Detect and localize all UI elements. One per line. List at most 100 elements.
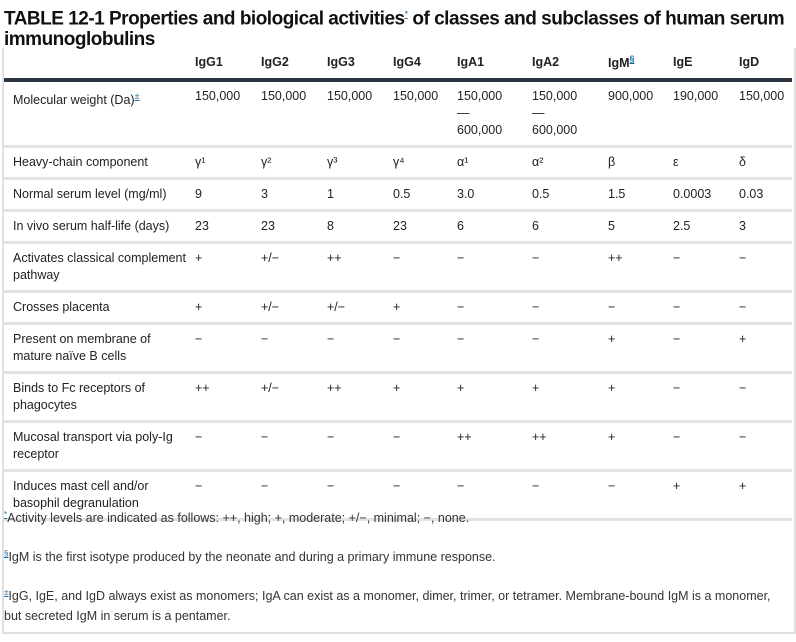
footnote-marker[interactable]: § bbox=[4, 549, 9, 559]
table-cell: − bbox=[532, 332, 540, 347]
footnote-marker[interactable]: * bbox=[4, 510, 8, 519]
table-cell: 0.5 bbox=[532, 187, 550, 202]
row-label-text: In vivo serum half-life (days) bbox=[13, 219, 170, 234]
table-cell: ++ bbox=[457, 430, 472, 445]
row-label: Activates classical complement pathway bbox=[4, 243, 195, 292]
row-label-text: Molecular weight (Da) bbox=[13, 93, 135, 108]
row-label: Normal serum level (mg/ml) bbox=[4, 179, 195, 211]
table-cell: + bbox=[739, 332, 747, 347]
table-cell: α² bbox=[532, 155, 544, 170]
table-cell: +/− bbox=[261, 251, 280, 266]
table-cell: − bbox=[739, 251, 747, 266]
table-cell: − bbox=[457, 300, 465, 315]
table-cell: ε bbox=[673, 155, 679, 170]
table-cell: 150,000 bbox=[739, 89, 785, 104]
table-title: TABLE 12-1 Properties and biological act… bbox=[4, 2, 796, 50]
table-cell: − bbox=[673, 430, 681, 445]
column-label: IgA1 bbox=[457, 55, 485, 70]
table-row: Normal serum level (mg/ml) 9 3 1 0.5 3.0 0.5 1.… bbox=[4, 179, 792, 211]
table-cell: + bbox=[532, 381, 540, 396]
table-cell: +/− bbox=[261, 300, 280, 315]
table-cell: 150,000 — 600,000 bbox=[532, 89, 578, 138]
table-cell: 2.5 bbox=[673, 219, 691, 234]
table-cell: γ² bbox=[261, 155, 272, 170]
table-cell: 150,000 bbox=[195, 89, 241, 104]
row-label: Induces mast cell and/or basophil degran… bbox=[4, 471, 195, 520]
footnote-marker[interactable]: ± bbox=[4, 588, 9, 598]
row-label-text: Induces mast cell and/or basophil degran… bbox=[13, 479, 149, 511]
footnote: *Activity levels are indicated as follow… bbox=[4, 505, 790, 528]
table-cell: 6 bbox=[532, 219, 539, 234]
table-cell: + bbox=[673, 479, 681, 494]
table-cell: +/− bbox=[327, 300, 346, 315]
table-row: Activates classical complement pathway + +… bbox=[4, 243, 792, 292]
row-label-text: Present on membrane of mature naïve B ce… bbox=[13, 332, 151, 364]
table-cell: + bbox=[195, 251, 203, 266]
table-cell: − bbox=[673, 332, 681, 347]
table-cell: 9 bbox=[195, 187, 202, 202]
column-label: IgG3 bbox=[327, 55, 355, 70]
footnotes: *Activity levels are indicated as follow… bbox=[4, 505, 790, 642]
table-cell: α¹ bbox=[457, 155, 469, 170]
table-cell: + bbox=[608, 332, 616, 347]
row-label-text: Normal serum level (mg/ml) bbox=[13, 187, 167, 202]
column-label: IgA2 bbox=[532, 55, 560, 70]
table-cell: 0.0003 bbox=[673, 187, 712, 202]
column-header-igg4: IgG4 bbox=[393, 48, 457, 80]
table-cell: ++ bbox=[608, 251, 623, 266]
title-text-rest: of classes and subclasses of human serum… bbox=[4, 8, 785, 51]
table-cell: 5 bbox=[608, 219, 615, 234]
header-blank bbox=[4, 48, 195, 80]
table-cell: γ⁴ bbox=[393, 155, 405, 170]
row-label: Present on membrane of mature naïve B ce… bbox=[4, 324, 195, 373]
table-cell: ++ bbox=[195, 381, 210, 396]
table-cell: + bbox=[608, 381, 616, 396]
table-cell: − bbox=[261, 332, 269, 347]
table-row: Heavy-chain component γ¹ γ² γ³ γ⁴ α¹ α² β ε δ bbox=[4, 147, 792, 179]
table-cell: − bbox=[393, 332, 401, 347]
row-label-text: Activates classical complement pathway bbox=[13, 251, 186, 283]
footnote-text: IgM is the first isotype produced by the… bbox=[8, 550, 496, 565]
table-cell: − bbox=[327, 479, 335, 494]
table-cell: 150,000 bbox=[327, 89, 373, 104]
table-cell: − bbox=[608, 479, 616, 494]
column-label: IgE bbox=[673, 55, 693, 70]
title-text: TABLE 12-1 Properties and biological act… bbox=[4, 8, 405, 30]
table-cell: − bbox=[608, 300, 616, 315]
column-label: IgG2 bbox=[261, 55, 289, 70]
table-cell: − bbox=[261, 430, 269, 445]
table-cell: 150,000 — 600,000 bbox=[457, 89, 503, 138]
table-cell: − bbox=[393, 251, 401, 266]
table-cell: − bbox=[739, 381, 747, 396]
table-cell: γ³ bbox=[327, 155, 338, 170]
table-row: In vivo serum half-life (days) 23 23 8 23 6 6 5… bbox=[4, 211, 792, 243]
row-label: Molecular weight (Da)± bbox=[4, 80, 195, 147]
row-label-text: Heavy-chain component bbox=[13, 155, 148, 170]
table-cell: − bbox=[195, 332, 203, 347]
table-cell: 1.5 bbox=[608, 187, 626, 202]
table-cell: − bbox=[327, 332, 335, 347]
table-cell: 23 bbox=[195, 219, 209, 234]
row-label-text: Binds to Fc receptors of phagocytes bbox=[13, 381, 146, 413]
footnote-link-molecular-weight[interactable]: ± bbox=[134, 91, 140, 102]
table-cell: 1 bbox=[327, 187, 334, 202]
table-cell: − bbox=[673, 251, 681, 266]
table-cell: − bbox=[739, 300, 747, 315]
table-cell: ++ bbox=[327, 251, 342, 266]
table-cell: − bbox=[457, 251, 465, 266]
table-cell: − bbox=[393, 479, 401, 494]
table-cell: 8 bbox=[327, 219, 334, 234]
column-label: IgG1 bbox=[195, 55, 223, 70]
column-label: IgD bbox=[739, 55, 760, 70]
footnote-link-activity[interactable]: * bbox=[404, 9, 409, 19]
row-label: Heavy-chain component bbox=[4, 147, 195, 179]
table-cell: ++ bbox=[532, 430, 547, 445]
column-header-igg2: IgG2 bbox=[261, 48, 327, 80]
table-cell: +/− bbox=[261, 381, 280, 396]
footnote-link-igm[interactable]: § bbox=[629, 54, 635, 64]
table-row: Crosses placenta + +/− +/− + − − − − − bbox=[4, 292, 792, 324]
table-cell: 0.5 bbox=[393, 187, 411, 202]
table-cell: − bbox=[739, 430, 747, 445]
table-cell: − bbox=[673, 381, 681, 396]
table-cell: + bbox=[457, 381, 465, 396]
